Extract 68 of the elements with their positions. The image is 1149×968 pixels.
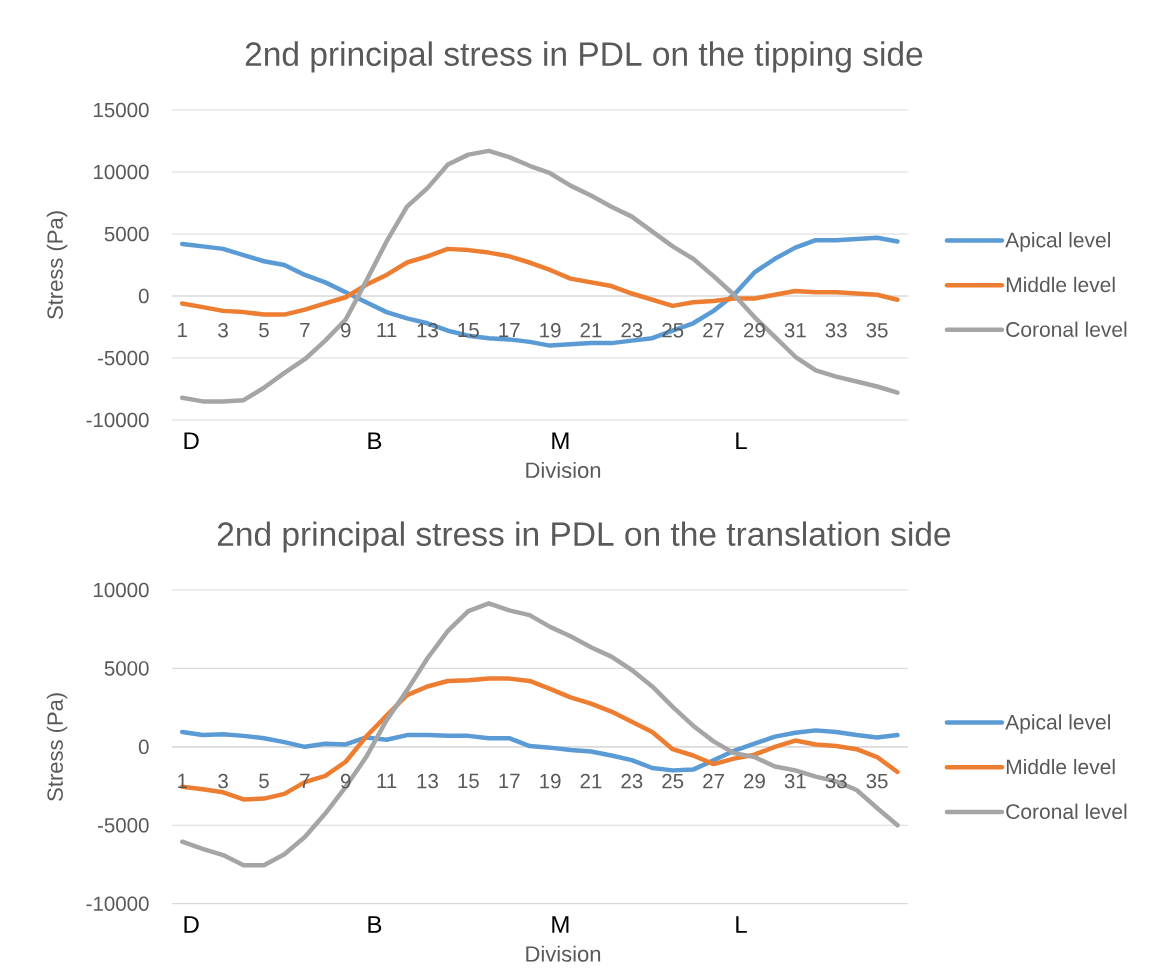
x-tick-label: 27: [703, 322, 724, 338]
text: B: [368, 916, 382, 933]
y-tick-label: 10000: [94, 582, 149, 598]
legend-label: Coronal level: [1006, 803, 1127, 820]
x-tick-label: 3: [218, 322, 228, 338]
x-tick-label: 19: [540, 773, 561, 789]
y-tick-label: -5000: [97, 350, 149, 366]
chart-title: 2nd principal stress in PDL on the translation side: [217, 521, 951, 553]
legend-label: Middle level: [1006, 276, 1115, 293]
x-tick-label: 13: [417, 322, 438, 338]
x-axis-title: Division: [526, 945, 601, 962]
x-tick-label: 33: [825, 773, 847, 789]
y-tick-label: -5000: [97, 818, 149, 833]
y-axis-title: Stress (Pa): [46, 693, 68, 801]
chart-title: 2nd principal stress in PDL on the tipping side: [245, 41, 923, 73]
x-tick-label: 5: [259, 322, 269, 338]
x-tick-label: 9: [340, 322, 351, 338]
x-tick-label: 35: [866, 322, 888, 338]
y-tick-label: -10000: [86, 412, 149, 428]
x-tick-label: 35: [866, 773, 888, 789]
text: D: [184, 432, 199, 450]
y-tick-label: 0: [138, 739, 149, 755]
text: B: [368, 432, 382, 450]
x-tick-label: 1: [178, 322, 187, 338]
x-tick-label: 7: [300, 322, 310, 338]
legend-label: Apical level: [1005, 714, 1110, 734]
x-tick-label: 21: [580, 773, 602, 789]
x-tick-label: 31: [784, 322, 806, 338]
text: L: [736, 916, 747, 933]
x-tick-label: 17: [499, 322, 520, 338]
x-tick-label: 29: [744, 773, 765, 789]
x-tick-label: 27: [703, 773, 724, 789]
line-series: [179, 235, 900, 348]
y-tick-label: 0: [138, 288, 149, 304]
x-tick-label: 25: [662, 773, 684, 789]
x-tick-label: 1: [178, 773, 187, 788]
x-tick-label: 15: [458, 773, 479, 789]
x-axis-title: Division: [526, 461, 601, 479]
text: L: [736, 432, 747, 450]
text: M: [552, 432, 569, 450]
text: D: [184, 916, 199, 933]
y-tick-label: -10000: [86, 896, 149, 911]
x-tick-label: 31: [784, 773, 806, 789]
x-tick-label: 23: [621, 322, 643, 338]
legend-label: Middle level: [1006, 758, 1115, 775]
line-series: [179, 601, 900, 868]
x-tick-label: 21: [580, 322, 602, 338]
x-tick-label: 19: [540, 322, 561, 338]
y-tick-label: 10000: [94, 164, 149, 180]
legend-label: Coronal level: [1006, 321, 1127, 337]
x-tick-label: 3: [218, 773, 228, 789]
x-tick-label: 33: [825, 322, 847, 338]
y-axis-title: Stress (Pa): [46, 211, 68, 319]
x-tick-label: 9: [340, 773, 351, 789]
y-tick-label: 15000: [94, 102, 149, 118]
x-tick-label: 29: [744, 322, 765, 338]
x-tick-label: 11: [377, 322, 397, 338]
line-series: [179, 676, 900, 802]
x-tick-label: 11: [377, 773, 397, 788]
y-tick-label: 5000: [104, 226, 149, 242]
x-tick-label: 5: [259, 773, 269, 789]
text: M: [552, 916, 569, 933]
x-tick-label: 13: [417, 773, 438, 789]
legend-label: Apical level: [1005, 232, 1110, 252]
y-tick-label: 5000: [104, 661, 149, 676]
line-series: [179, 728, 900, 773]
x-tick-label: 23: [621, 773, 643, 789]
x-tick-label: 17: [499, 773, 520, 788]
